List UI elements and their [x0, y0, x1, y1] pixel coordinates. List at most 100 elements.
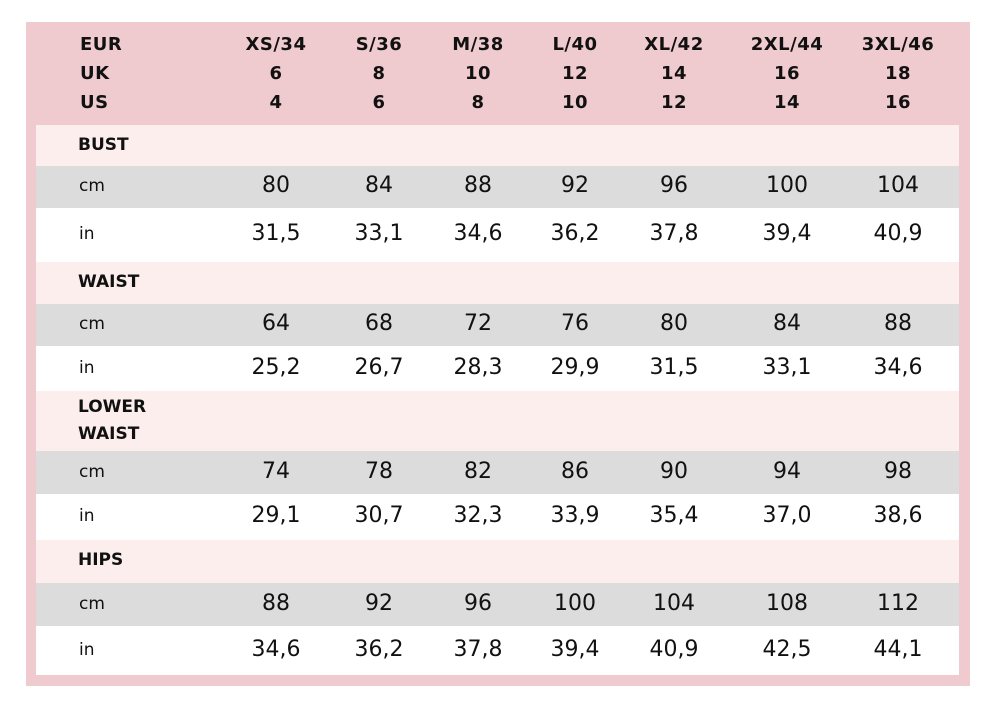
size-header-us: 10	[561, 92, 589, 113]
measurement-value: 39,4	[762, 221, 812, 246]
unit-label: cm	[79, 314, 105, 334]
size-header-uk: 16	[773, 63, 801, 84]
size-chart-frame: EUR UK US XS/34 6 4 S/36 8 6 M/38 10 8 L/40 12 10 XL/42…	[26, 22, 970, 686]
measurement-value: 35,4	[649, 503, 699, 528]
measurement-row-in: in 25,2 26,7 28,3 29,9 31,5 33,1 34,6	[36, 346, 959, 391]
size-header-eur: L/40	[552, 34, 598, 55]
measurement-value: 84	[365, 173, 393, 198]
measurement-value: 28,3	[453, 355, 503, 380]
measurement-row-cm: cm 64 68 72 76 80 84 88	[36, 304, 959, 346]
unit-label: in	[79, 506, 95, 526]
measurement-value: 34,6	[453, 221, 503, 246]
measurement-value: 108	[766, 591, 808, 616]
measurement-value: 33,9	[550, 503, 600, 528]
size-system-label: UK	[80, 63, 110, 84]
measurement-value: 31,5	[251, 221, 301, 246]
size-header-uk: 18	[884, 63, 912, 84]
unit-label: cm	[79, 594, 105, 614]
measurement-value: 92	[365, 591, 393, 616]
measurement-value: 100	[554, 591, 596, 616]
measurement-value: 94	[773, 459, 801, 484]
unit-label: in	[79, 358, 95, 378]
size-header-us: 8	[471, 92, 485, 113]
measurement-value: 26,7	[354, 355, 404, 380]
measurement-value: 88	[884, 311, 912, 336]
unit-label: in	[79, 640, 95, 660]
measurement-value: 38,6	[873, 503, 923, 528]
measurement-value: 36,2	[354, 637, 404, 662]
unit-label: cm	[79, 176, 105, 196]
measurement-value: 33,1	[762, 355, 812, 380]
size-system-label: US	[80, 92, 109, 113]
size-header-eur: S/36	[355, 34, 403, 55]
measurement-value: 100	[766, 173, 808, 198]
measurement-value: 86	[561, 459, 589, 484]
measurement-value: 30,7	[354, 503, 404, 528]
measurement-value: 37,0	[762, 503, 812, 528]
measurement-value: 36,2	[550, 221, 600, 246]
measurement-value: 32,3	[453, 503, 503, 528]
measurement-value: 98	[884, 459, 912, 484]
measurement-value: 40,9	[873, 221, 923, 246]
measurement-value: 68	[365, 311, 393, 336]
measurement-value: 37,8	[649, 221, 699, 246]
measurement-value: 29,9	[550, 355, 600, 380]
size-header-eur: 2XL/44	[750, 34, 824, 55]
size-header-us: 12	[660, 92, 688, 113]
size-header-us: 16	[884, 92, 912, 113]
measurement-name: HIPS	[78, 550, 124, 570]
measurement-value: 84	[773, 311, 801, 336]
measurement-value: 34,6	[873, 355, 923, 380]
measurement-row-cm: cm 80 84 88 92 96 100 104	[36, 166, 959, 208]
measurement-value: 72	[464, 311, 492, 336]
size-header-eur: XL/42	[644, 34, 704, 55]
measurement-value: 78	[365, 459, 393, 484]
size-system-label: EUR	[80, 34, 123, 55]
measurement-section-header: BUST	[36, 125, 959, 166]
size-header-uk: 8	[372, 63, 386, 84]
size-header-uk: 6	[269, 63, 283, 84]
measurement-value: 76	[561, 311, 589, 336]
measurement-value: 44,1	[873, 637, 923, 662]
measurement-value: 31,5	[649, 355, 699, 380]
measurement-row-in: in 34,6 36,2 37,8 39,4 40,9 42,5 44,1	[36, 626, 959, 675]
measurement-value: 92	[561, 173, 589, 198]
measurement-value: 96	[464, 591, 492, 616]
measurement-name: BUST	[78, 135, 129, 155]
measurement-section-header: WAIST	[36, 262, 959, 304]
measurement-value: 25,2	[251, 355, 301, 380]
size-header-us: 14	[773, 92, 801, 113]
measurement-value: 40,9	[649, 637, 699, 662]
measurement-value: 64	[262, 311, 290, 336]
size-header-uk: 10	[464, 63, 492, 84]
measurement-value: 80	[262, 173, 290, 198]
measurement-value: 104	[877, 173, 919, 198]
measurement-value: 104	[653, 591, 695, 616]
measurement-value: 82	[464, 459, 492, 484]
measurement-value: 88	[464, 173, 492, 198]
measurement-row-in: in 29,1 30,7 32,3 33,9 35,4 37,0 38,6	[36, 494, 959, 540]
measurement-value: 42,5	[762, 637, 812, 662]
measurement-value: 80	[660, 311, 688, 336]
measurement-row-cm: cm 74 78 82 86 90 94 98	[36, 451, 959, 494]
size-header-uk: 14	[660, 63, 688, 84]
measurement-value: 37,8	[453, 637, 503, 662]
size-header-uk: 12	[561, 63, 589, 84]
unit-label: cm	[79, 462, 105, 482]
measurement-value: 29,1	[251, 503, 301, 528]
measurement-value: 96	[660, 173, 688, 198]
measurement-row-in: in 31,5 33,1 34,6 36,2 37,8 39,4 40,9	[36, 208, 959, 262]
unit-label: in	[79, 224, 95, 244]
size-header-us: 6	[372, 92, 386, 113]
measurement-value: 90	[660, 459, 688, 484]
measurement-section-header: LOWER WAIST	[36, 391, 959, 451]
measurement-name: LOWER WAIST	[78, 397, 147, 444]
measurement-section-header: HIPS	[36, 540, 959, 583]
measurement-value: 88	[262, 591, 290, 616]
measurement-name: WAIST	[78, 272, 140, 292]
size-chart-table: BUST cm 80 84 88 92 96 100 104 in 31,5 33,1 34,6 36,2…	[36, 125, 959, 675]
size-header-eur: XS/34	[245, 34, 307, 55]
measurement-value: 112	[877, 591, 919, 616]
size-header-us: 4	[269, 92, 283, 113]
measurement-value: 34,6	[251, 637, 301, 662]
